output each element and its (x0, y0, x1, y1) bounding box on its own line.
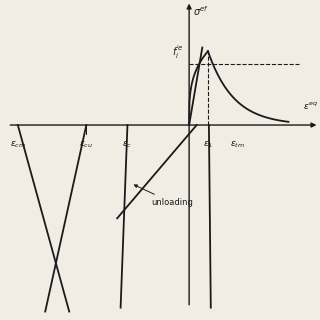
Text: unloading: unloading (134, 185, 193, 207)
Text: $\sigma^{ef}$: $\sigma^{ef}$ (193, 4, 209, 18)
Text: $\varepsilon^{eq}$: $\varepsilon^{eq}$ (303, 100, 317, 111)
Text: $\varepsilon_1$: $\varepsilon_1$ (203, 139, 213, 149)
Text: $f_i^{'e}$: $f_i^{'e}$ (172, 44, 184, 61)
Text: $\varepsilon_c$: $\varepsilon_c$ (122, 139, 132, 149)
Text: $\varepsilon_{cm}$: $\varepsilon_{cm}$ (10, 139, 26, 149)
Text: $\varepsilon_{cu}$: $\varepsilon_{cu}$ (79, 139, 93, 149)
Text: $\varepsilon_{tm}$: $\varepsilon_{tm}$ (229, 139, 245, 149)
